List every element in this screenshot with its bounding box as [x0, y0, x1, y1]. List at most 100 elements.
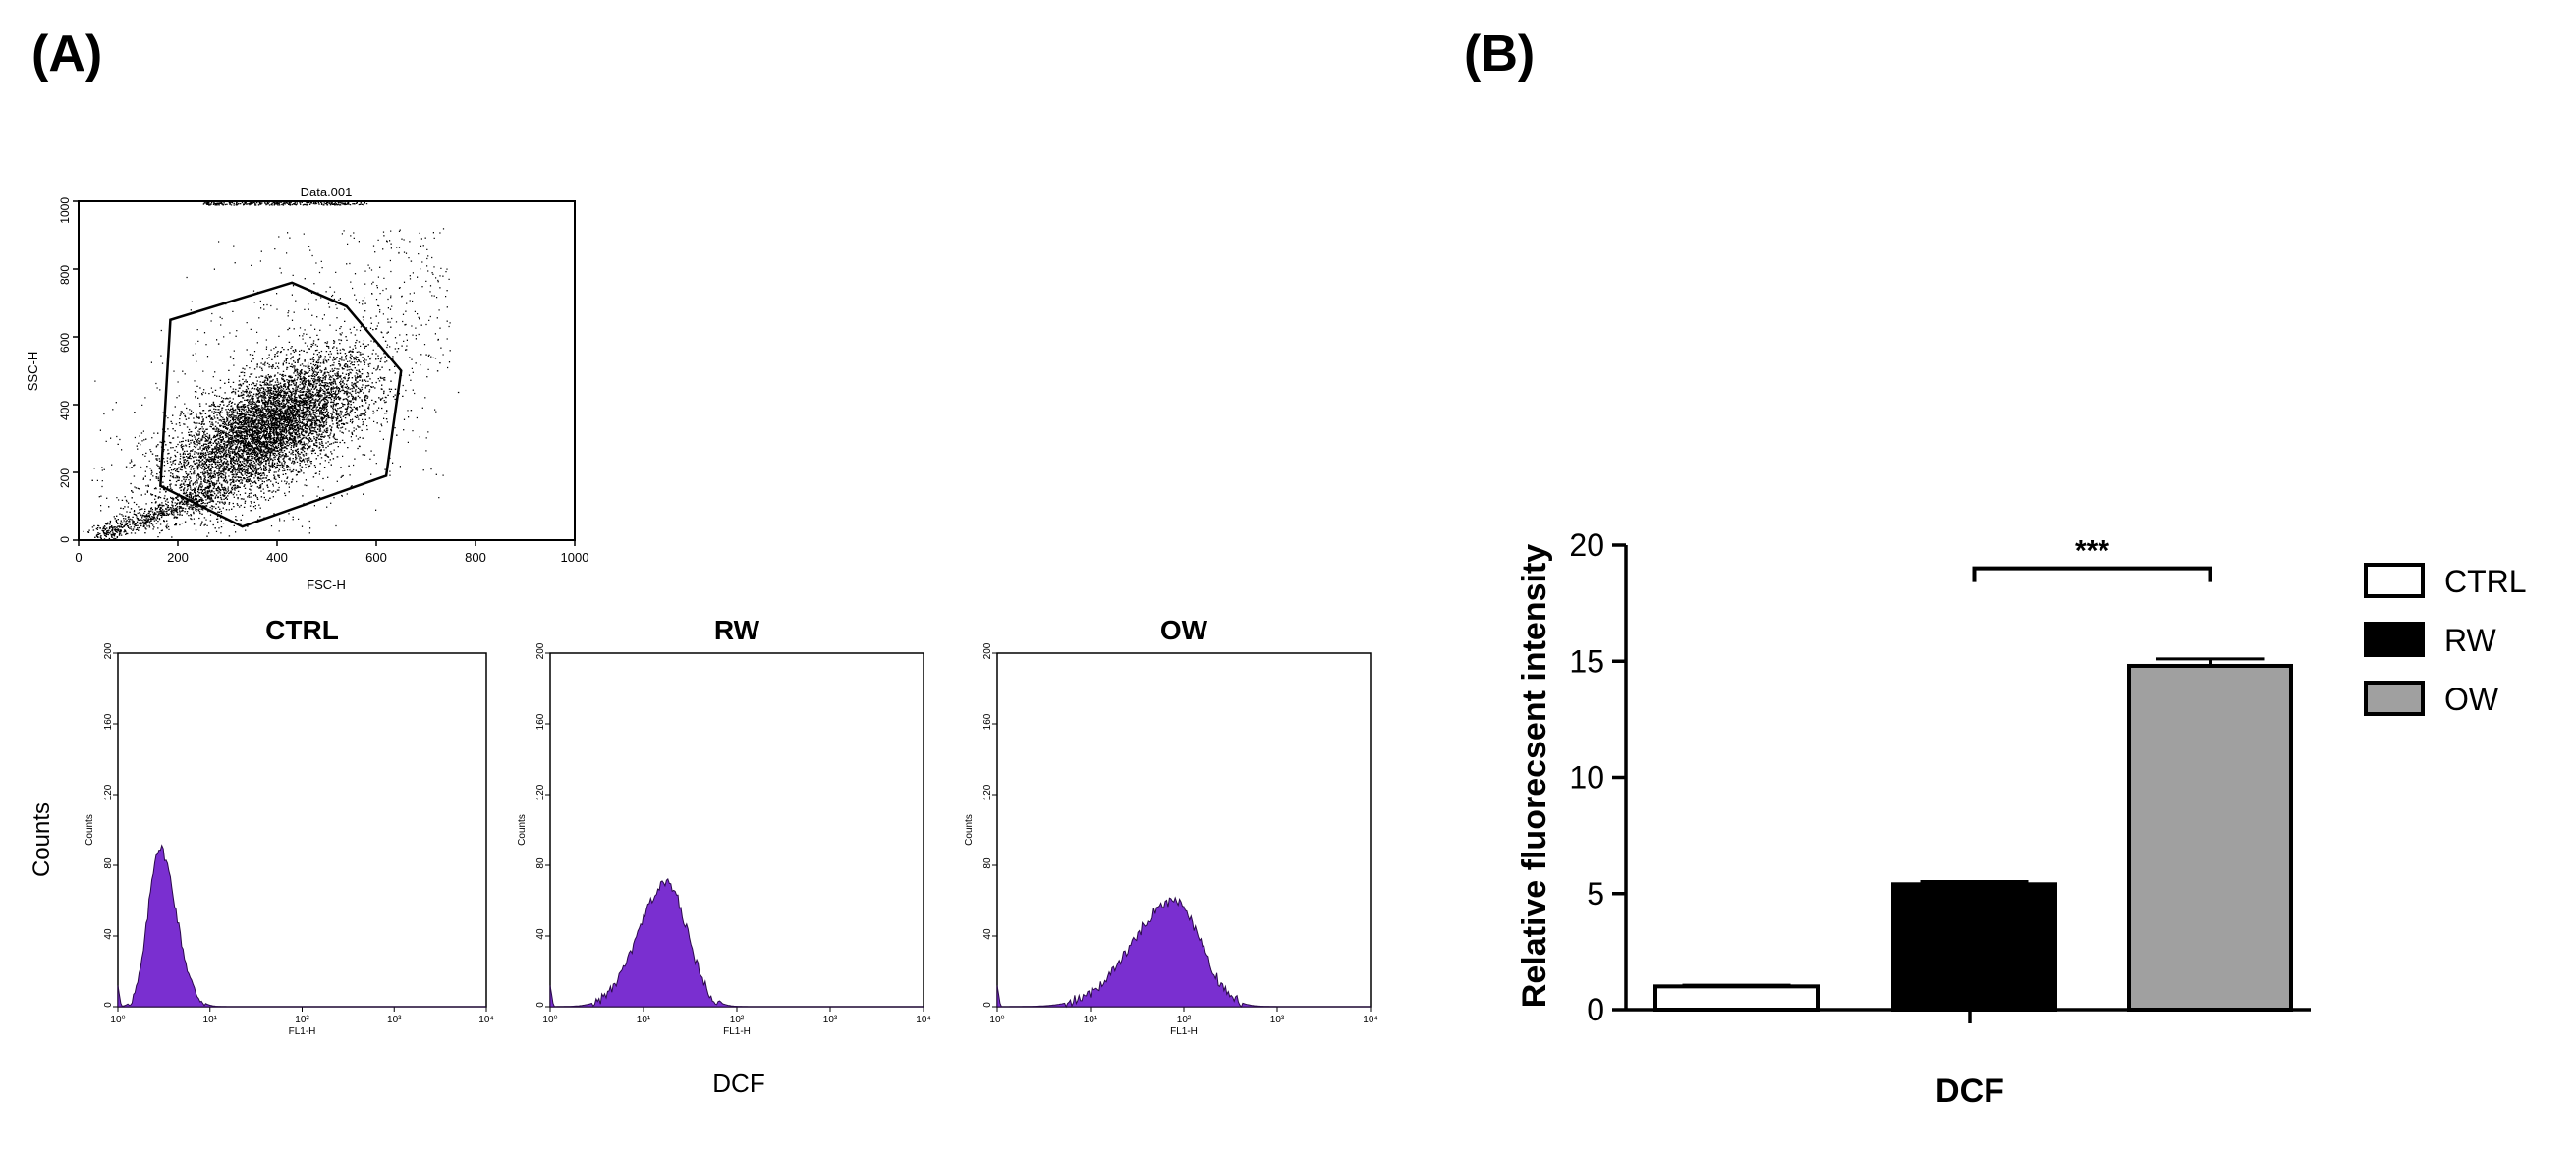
histogram-x-tick-label: 10² — [730, 1015, 745, 1025]
significance-label: *** — [2075, 535, 2109, 568]
scatter-point-cloud — [83, 201, 460, 541]
histogram-x-tick-label: 10¹ — [203, 1015, 218, 1025]
legend-label-ow: OW — [2444, 682, 2499, 717]
histogram-x-tick-label: 10¹ — [637, 1015, 651, 1025]
legend-swatch-rw — [2364, 622, 2425, 657]
bar-y-tick-label: 10 — [1569, 760, 1604, 796]
histogram-x-tick-label: 10¹ — [1084, 1015, 1098, 1025]
scatter-x-tick-label: 800 — [465, 550, 486, 565]
bar-y-ticks: 0 5 10 15 20 — [1569, 527, 1626, 1027]
histogram-title: CTRL — [265, 615, 339, 645]
histogram-y-tick-label: 160 — [535, 713, 546, 730]
histogram-y-tick-label: 120 — [535, 784, 546, 800]
histogram-y-tick-label: 200 — [103, 642, 114, 659]
histogram-y-tick-label: 40 — [982, 928, 993, 940]
histogram-y-tick-label: 200 — [535, 642, 546, 659]
scatter-y-label: SSC-H — [26, 352, 40, 391]
scatter-frame — [78, 200, 576, 541]
histogram-x-tick-label: 10⁰ — [542, 1015, 557, 1025]
histogram-x-tick-label: 10³ — [823, 1015, 838, 1025]
histogram-rw: RW 10⁰ 10¹ 10² 10³ 10⁴ 0 40 80 120 160 200 FL1-H Coun… — [517, 615, 931, 1037]
bar-y-tick-label: 20 — [1569, 527, 1604, 563]
scatter-x-tick-label: 600 — [365, 550, 387, 565]
histogram-y-tick-label: 120 — [103, 784, 114, 800]
scatter-y-tick-label: 1000 — [58, 197, 72, 224]
bar-ow — [2127, 663, 2293, 1012]
scatter-points — [83, 201, 460, 541]
histogram-row: CTRL 10⁰ 10¹ 10² 10³ 10⁴ 0 40 80 120 160 200 FL1-H Co… — [84, 615, 1378, 1037]
histogram-distribution — [549, 878, 924, 1008]
legend-swatch-ctrl — [2364, 563, 2425, 598]
scatter-y-ticks: 0 200 400 600 800 1000 — [58, 197, 79, 543]
histogram-x-tick-label: 10⁴ — [478, 1015, 493, 1025]
significance-bracket: *** — [1972, 535, 2212, 582]
scatter-x-tick-label: 1000 — [561, 550, 589, 565]
bar-x-label: DCF — [1935, 1072, 2004, 1110]
bar-rw — [1891, 882, 2057, 1012]
histogram-ctrl: CTRL 10⁰ 10¹ 10² 10³ 10⁴ 0 40 80 120 160 200 FL1-H Co… — [84, 615, 494, 1037]
histogram-y-tick-label: 80 — [103, 857, 114, 869]
scatter-y-tick-label: 0 — [58, 536, 72, 543]
histogram-x-tick-label: 10² — [1177, 1015, 1192, 1025]
bar-bars — [1653, 657, 2293, 1012]
histogram-y-tick-label: 0 — [103, 1002, 114, 1008]
histogram-y-tick-label: 0 — [982, 1002, 993, 1008]
bar-chart: 0 5 10 15 20 *** Relative fluorecsent intens… — [1516, 527, 2527, 1110]
bar-legend: CTRL RW OW — [2364, 563, 2527, 717]
bar-y-label: Relative fluorecsent intensity — [1516, 544, 1553, 1008]
legend-label-rw: RW — [2444, 623, 2497, 658]
histogram-y-tick-label: 40 — [535, 928, 546, 940]
histogram-y-tick-label: 120 — [982, 784, 993, 800]
histogram-axis-x-label: FL1-H — [1170, 1026, 1198, 1037]
histogram-y-tick-label: 160 — [103, 713, 114, 730]
scatter-x-tick-label: 0 — [75, 550, 82, 565]
scatter-y-tick-label: 800 — [58, 265, 72, 285]
significance-line — [1972, 566, 2212, 582]
scatter-x-ticks: 0 200 400 600 800 1000 — [75, 540, 588, 565]
scatter-y-tick-label: 400 — [58, 401, 72, 420]
legend-label-ctrl: CTRL — [2444, 564, 2527, 599]
histogram-x-tick-label: 10³ — [1270, 1015, 1285, 1025]
bar-y-tick-label: 15 — [1569, 643, 1604, 679]
histogram-x-tick-label: 10⁴ — [1363, 1015, 1377, 1025]
scatter-x-tick-label: 400 — [266, 550, 288, 565]
scatter-title: Data.001 — [301, 185, 353, 199]
scatter-x-label: FSC-H — [307, 578, 346, 592]
scatter-x-tick-label: 200 — [167, 550, 189, 565]
bar-y-tick-label: 5 — [1587, 876, 1604, 911]
histogram-axis-y-label: Counts — [84, 814, 95, 846]
scatter-y-tick-label: 200 — [58, 468, 72, 488]
histogram-shared-x-label: DCF — [712, 1069, 764, 1098]
bar-y-tick-label: 0 — [1587, 992, 1604, 1027]
legend-swatch-ow — [2364, 681, 2425, 716]
panel-a-label: (A) — [31, 26, 102, 82]
histogram-axis-y-label: Counts — [517, 814, 528, 846]
histogram-x-tick-label: 10⁴ — [916, 1015, 930, 1025]
histogram-x-tick-label: 10⁰ — [110, 1015, 125, 1025]
scatter-plot: 0 200 400 600 800 1000 0 200 400 600 800 1000 Data… — [26, 185, 588, 592]
histogram-x-tick-label: 10³ — [387, 1015, 402, 1025]
histogram-ow: OW 10⁰ 10¹ 10² 10³ 10⁴ 0 40 80 120 160 200 FL1-H Coun… — [964, 615, 1378, 1037]
histogram-axis-x-label: FL1-H — [289, 1026, 316, 1037]
panel-b-label: (B) — [1464, 26, 1535, 82]
histogram-axis-y-label: Counts — [964, 814, 975, 846]
histogram-frame — [549, 652, 924, 1008]
histogram-y-tick-label: 200 — [982, 642, 993, 659]
scatter-gate — [159, 281, 403, 528]
histogram-y-tick-label: 80 — [982, 857, 993, 869]
histogram-y-tick-label: 40 — [103, 928, 114, 940]
histogram-x-tick-label: 10² — [295, 1015, 309, 1025]
bar-ctrl — [1653, 984, 1820, 1012]
histogram-y-tick-label: 160 — [982, 713, 993, 730]
scatter-y-tick-label: 600 — [58, 333, 72, 353]
histogram-distribution — [117, 844, 486, 1008]
histogram-x-tick-label: 10⁰ — [989, 1015, 1004, 1025]
histogram-y-tick-label: 0 — [535, 1002, 546, 1008]
histogram-distribution — [996, 896, 1371, 1009]
histogram-title: RW — [714, 615, 760, 645]
histogram-shared-y-label: Counts — [28, 802, 55, 877]
histogram-title: OW — [1160, 615, 1208, 645]
histogram-axis-x-label: FL1-H — [723, 1026, 751, 1037]
histogram-y-tick-label: 80 — [535, 857, 546, 869]
